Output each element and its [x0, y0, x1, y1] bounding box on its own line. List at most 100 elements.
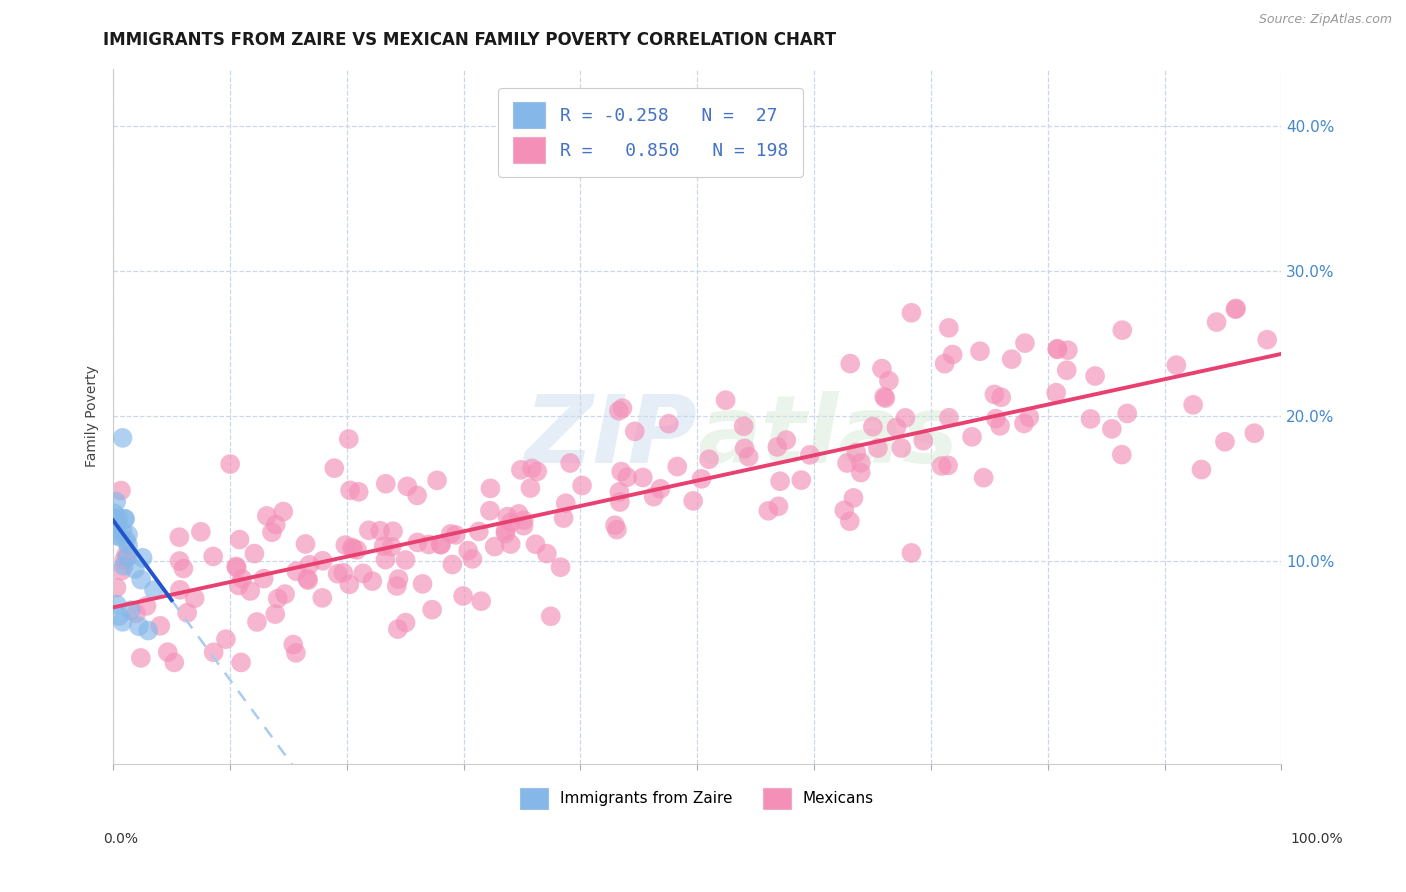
- Point: [136, 624, 159, 638]
- Point: [190, 524, 212, 539]
- Point: [1166, 358, 1188, 372]
- Point: [111, 524, 134, 539]
- Point: [1045, 385, 1067, 400]
- Point: [347, 484, 370, 499]
- Point: [125, 607, 148, 621]
- Point: [606, 523, 628, 537]
- Point: [103, 528, 125, 542]
- Point: [799, 448, 821, 462]
- Point: [540, 609, 562, 624]
- Point: [111, 615, 134, 629]
- Point: [631, 470, 654, 484]
- Point: [894, 410, 917, 425]
- Point: [169, 582, 191, 597]
- Point: [176, 606, 198, 620]
- Point: [256, 508, 278, 523]
- Point: [934, 357, 956, 371]
- Point: [766, 440, 789, 454]
- Point: [1213, 434, 1236, 449]
- Point: [870, 361, 893, 376]
- Point: [426, 474, 449, 488]
- Point: [380, 540, 402, 554]
- Point: [129, 573, 152, 587]
- Point: [112, 558, 135, 573]
- Point: [1056, 343, 1078, 358]
- Point: [228, 578, 250, 592]
- Point: [120, 603, 142, 617]
- Point: [790, 473, 813, 487]
- Point: [616, 470, 638, 484]
- Point: [114, 512, 136, 526]
- Point: [382, 524, 405, 539]
- Point: [429, 537, 451, 551]
- Point: [756, 504, 779, 518]
- Point: [1046, 343, 1069, 357]
- Point: [110, 564, 132, 578]
- Point: [775, 433, 797, 447]
- Point: [420, 602, 443, 616]
- Point: [129, 651, 152, 665]
- Point: [297, 573, 319, 587]
- Point: [406, 535, 429, 549]
- Point: [690, 472, 713, 486]
- Point: [1191, 462, 1213, 476]
- Point: [900, 546, 922, 560]
- Point: [332, 566, 354, 580]
- Point: [942, 347, 965, 361]
- Point: [936, 458, 959, 473]
- Text: ZIP: ZIP: [524, 391, 697, 483]
- Point: [243, 547, 266, 561]
- Point: [495, 526, 517, 541]
- Point: [900, 306, 922, 320]
- Point: [231, 572, 253, 586]
- Point: [470, 594, 492, 608]
- Point: [337, 577, 360, 591]
- Point: [697, 452, 720, 467]
- Point: [131, 550, 153, 565]
- Point: [312, 554, 335, 568]
- Point: [733, 419, 755, 434]
- Point: [461, 552, 484, 566]
- Point: [163, 656, 186, 670]
- Point: [387, 622, 409, 636]
- Point: [571, 478, 593, 492]
- Point: [441, 558, 464, 572]
- Point: [387, 572, 409, 586]
- Point: [285, 564, 308, 578]
- Point: [117, 527, 139, 541]
- Point: [990, 390, 1012, 404]
- Point: [988, 418, 1011, 433]
- Y-axis label: Family Poverty: Family Poverty: [86, 365, 100, 467]
- Point: [1225, 301, 1247, 316]
- Point: [107, 515, 129, 529]
- Point: [938, 321, 960, 335]
- Point: [484, 540, 506, 554]
- Point: [246, 615, 269, 629]
- Point: [520, 461, 543, 475]
- Point: [111, 431, 134, 445]
- Point: [839, 357, 862, 371]
- Point: [1101, 422, 1123, 436]
- Point: [499, 537, 522, 551]
- Point: [124, 562, 146, 576]
- Text: 0.0%: 0.0%: [103, 832, 138, 846]
- Point: [835, 456, 858, 470]
- Point: [1116, 407, 1139, 421]
- Point: [169, 554, 191, 568]
- Point: [607, 485, 630, 500]
- Point: [479, 482, 502, 496]
- Point: [682, 494, 704, 508]
- Point: [274, 587, 297, 601]
- Point: [714, 393, 737, 408]
- Point: [1080, 412, 1102, 426]
- Point: [1046, 342, 1069, 356]
- Point: [623, 425, 645, 439]
- Point: [374, 552, 396, 566]
- Point: [609, 495, 631, 509]
- Point: [1256, 333, 1278, 347]
- Point: [875, 391, 897, 405]
- Point: [1014, 336, 1036, 351]
- Point: [394, 553, 416, 567]
- Point: [339, 483, 361, 498]
- Point: [1111, 323, 1133, 337]
